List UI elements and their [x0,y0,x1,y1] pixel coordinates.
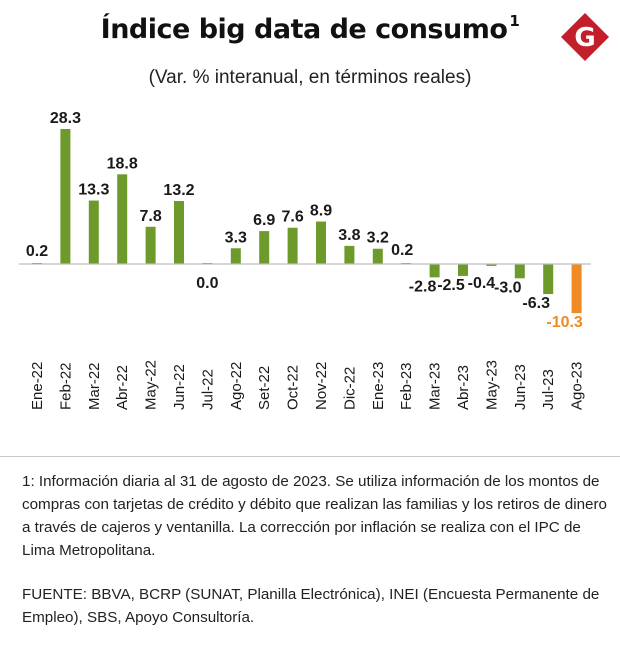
bar [344,245,355,264]
data-label: 28.3 [50,110,81,127]
x-tick-label: Jul-22 [199,369,216,410]
bar [316,221,326,264]
bar [88,200,99,264]
data-label: 7.8 [139,208,161,225]
x-tick-label: Ene-22 [29,362,46,410]
data-label: 7.6 [281,209,303,226]
data-label-group: 0.2 28.3 13.3 18.8 7.813.2 0.0 3.3 6.9 7.6 8.9 3.8… [26,110,583,331]
bar [571,264,582,314]
chart-title: Índice big data de consumo 1 [0,12,620,45]
x-tick-label: Mar-22 [86,362,103,410]
data-label: 0.0 [196,275,218,292]
bar [230,248,241,264]
data-label: 0.2 [26,243,48,260]
x-tick-label: Abr-23 [455,365,472,410]
bar [486,264,497,266]
x-tick-label: Set-22 [256,366,273,410]
x-tick-label: Abr-22 [114,365,131,410]
x-tick-label: Ago-22 [228,362,245,410]
x-tick-label: May-23 [483,360,500,410]
bar [543,264,554,295]
data-label: -2.5 [437,277,465,294]
bar [145,226,156,264]
data-label: 18.8 [107,155,138,172]
title-footnote-marker: 1 [509,12,520,30]
bar-group [32,129,582,314]
x-tick-label: Nov-22 [313,362,330,410]
bar [117,174,128,264]
logo-diamond [561,13,609,61]
x-tick-label: May-22 [143,360,160,410]
data-label: -0.4 [468,275,496,292]
bar [514,264,525,279]
bar-chart: 0.2 28.3 13.3 18.8 7.813.2 0.0 3.3 6.9 7.6 8.9 3.8… [18,110,591,410]
x-tick-label-group: Ene-22 Feb-22 Mar-22 Abr-22 May-22 Jun-22 Jul-… [29,360,586,410]
bar [60,129,71,264]
data-label: 3.8 [338,227,360,244]
data-label: 13.3 [78,182,109,199]
data-label: 8.9 [310,203,332,220]
data-label: 3.3 [225,229,247,246]
logo-letter: G [574,23,595,53]
x-tick-label: Ene-23 [370,362,387,410]
x-tick-label: Dic-22 [341,367,358,410]
data-label: -3.0 [494,279,522,296]
data-label: -2.8 [409,278,437,295]
footer-divider [0,456,620,457]
bar [372,248,383,264]
bar [259,231,270,264]
x-tick-label: Jul-23 [540,369,557,410]
bar [458,264,468,276]
x-tick-label: Jun-23 [512,364,529,410]
chart-subtitle: (Var. % interanual, en términos reales) [148,67,472,88]
x-tick-label: Oct-22 [285,365,302,410]
x-tick-label: Mar-23 [427,362,444,410]
data-label: 6.9 [253,212,275,229]
data-label: 0.2 [391,242,413,259]
bar [429,264,440,278]
data-label: 13.2 [163,182,194,199]
data-label: 3.2 [367,230,389,247]
bar [174,201,184,264]
gestion-logo-icon: G [561,13,609,61]
source-text: FUENTE: BBVA, BCRP (SUNAT, Planilla Elec… [22,586,600,626]
x-tick-label: Jun-22 [171,364,188,410]
data-label: -10.3 [546,314,583,331]
x-tick-label: Feb-23 [398,362,415,410]
x-tick-label: Ago-23 [569,362,586,410]
chart-title-text: Índice big data de consumo [100,14,508,45]
x-tick-label: Feb-22 [57,362,74,410]
footnote-text: 1: Información diaria al 31 de agosto de… [22,473,608,559]
bar [287,227,298,264]
data-label: -6.3 [522,295,550,312]
